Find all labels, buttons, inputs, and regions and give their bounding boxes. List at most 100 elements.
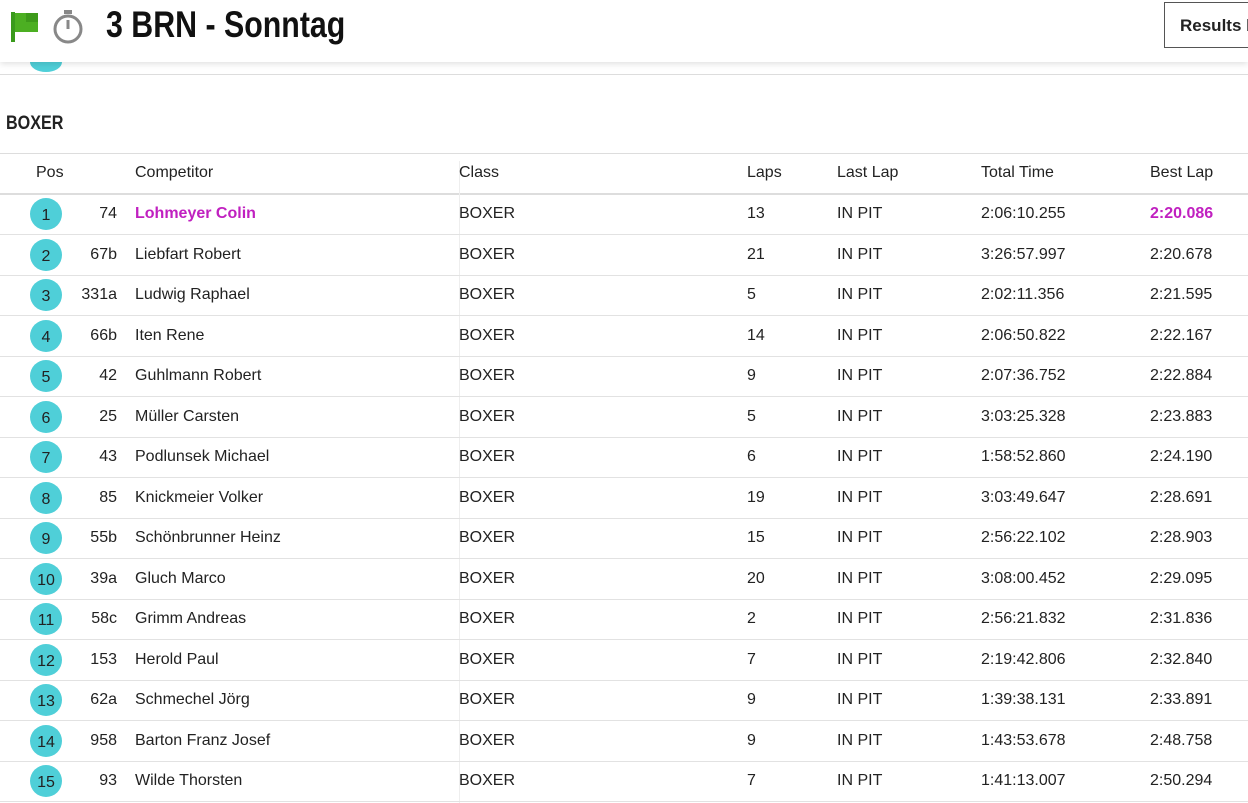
best-lap: 2:48.758 (1150, 731, 1213, 749)
row-line (0, 396, 1248, 397)
last-lap: IN PIT (837, 326, 883, 344)
last-lap: IN PIT (837, 488, 883, 506)
laps: 14 (747, 326, 765, 344)
column-header: Class (459, 164, 500, 181)
laps: 6 (747, 448, 756, 465)
column-header: Total Time (981, 164, 1054, 181)
row-line (0, 801, 1248, 802)
divider (0, 74, 1248, 75)
class: BOXER (459, 367, 516, 384)
section-title: BOXER (6, 113, 64, 134)
column-divider (459, 161, 460, 803)
competitor[interactable]: Podlunsek Michael (135, 448, 270, 465)
best-lap: 2:28.903 (1150, 529, 1213, 546)
laps: 9 (747, 731, 756, 749)
competitor[interactable]: Ludwig Raphael (135, 286, 250, 303)
total-time: 3:03:25.328 (981, 407, 1066, 425)
results-button[interactable]: Results b (1164, 2, 1248, 48)
laps: 7 (747, 772, 756, 789)
row-line (0, 274, 1248, 276)
header-line (0, 193, 1248, 195)
car-number: 55b (90, 529, 117, 546)
page-title: 3 BRN - Sonntag (106, 4, 346, 45)
last-lap: IN PIT (837, 529, 883, 546)
row-line (0, 315, 1248, 316)
competitor[interactable]: Gluch Marco (135, 569, 226, 587)
position-badge: 1 (30, 198, 62, 230)
position-badge: 2 (30, 238, 62, 271)
last-lap: IN PIT (837, 245, 883, 263)
position-badge: 11 (30, 603, 62, 635)
laps: 5 (747, 286, 756, 303)
car-number: 958 (90, 731, 117, 749)
best-lap: 2:33.891 (1150, 691, 1213, 708)
class: BOXER (459, 772, 516, 789)
position-badge: 3 (30, 279, 62, 311)
laps: 19 (747, 488, 765, 506)
last-lap: IN PIT (837, 286, 883, 303)
total-time: 1:43:53.678 (981, 731, 1066, 749)
competitor[interactable]: Lohmeyer Colin (135, 205, 256, 222)
competitor[interactable]: Schönbrunner Heinz (135, 529, 281, 546)
competitor[interactable]: Guhlmann Robert (135, 367, 262, 384)
best-lap: 2:22.884 (1150, 367, 1213, 384)
class: BOXER (459, 326, 516, 344)
competitor[interactable]: Iten Rene (135, 326, 205, 344)
competitor[interactable]: Wilde Thorsten (135, 772, 243, 789)
last-lap: IN PIT (837, 772, 883, 789)
position-badge: 4 (30, 319, 62, 352)
competitor[interactable]: Grimm Andreas (135, 610, 247, 627)
header-line (0, 153, 1248, 154)
last-lap: IN PIT (837, 650, 883, 668)
total-time: 2:56:22.102 (981, 529, 1066, 546)
total-time: 3:08:00.452 (981, 569, 1066, 587)
row-line (0, 558, 1248, 559)
car-number: 85 (99, 488, 117, 506)
laps: 9 (747, 691, 756, 708)
class: BOXER (459, 205, 516, 222)
class: BOXER (459, 691, 516, 708)
car-number: 153 (90, 650, 117, 668)
position-badge: 6 (30, 400, 62, 433)
car-number: 43 (99, 448, 117, 465)
position-badge: 14 (30, 724, 62, 757)
best-lap: 2:22.167 (1150, 326, 1213, 344)
best-lap: 2:21.595 (1150, 286, 1213, 303)
best-lap: 2:29.095 (1150, 569, 1213, 587)
total-time: 2:07:36.752 (981, 367, 1066, 384)
car-number: 42 (99, 367, 117, 384)
class: BOXER (459, 529, 516, 546)
class: BOXER (459, 650, 516, 668)
car-number: 58c (91, 610, 117, 627)
total-time: 2:19:42.806 (981, 650, 1066, 668)
last-lap: IN PIT (837, 569, 883, 587)
last-lap: IN PIT (837, 691, 883, 708)
class: BOXER (459, 448, 516, 465)
competitor[interactable]: Liebfart Robert (135, 245, 241, 263)
class: BOXER (459, 407, 516, 425)
laps: 7 (747, 650, 756, 668)
competitor[interactable]: Müller Carsten (135, 407, 240, 425)
row-line (0, 355, 1248, 357)
row-line (0, 598, 1248, 600)
competitor[interactable]: Knickmeier Volker (135, 488, 264, 506)
class: BOXER (459, 569, 516, 587)
class: BOXER (459, 488, 516, 506)
laps: 2 (747, 610, 756, 627)
row-line (0, 639, 1248, 640)
position-badge: 7 (30, 441, 62, 473)
laps: 20 (747, 569, 765, 587)
last-lap: IN PIT (837, 610, 883, 627)
car-number: 39a (90, 569, 117, 587)
competitor[interactable]: Herold Paul (135, 650, 219, 668)
competitor[interactable]: Barton Franz Josef (135, 731, 271, 749)
row-line (0, 760, 1248, 762)
car-number: 74 (99, 205, 117, 222)
column-header: Best Lap (1150, 164, 1214, 181)
competitor[interactable]: Schmechel Jörg (135, 691, 250, 708)
laps: 5 (747, 407, 756, 425)
total-time: 2:06:50.822 (981, 326, 1066, 344)
header: 3 BRN - Sonntag Results b (0, 0, 1248, 62)
position-badge: 5 (30, 360, 62, 392)
